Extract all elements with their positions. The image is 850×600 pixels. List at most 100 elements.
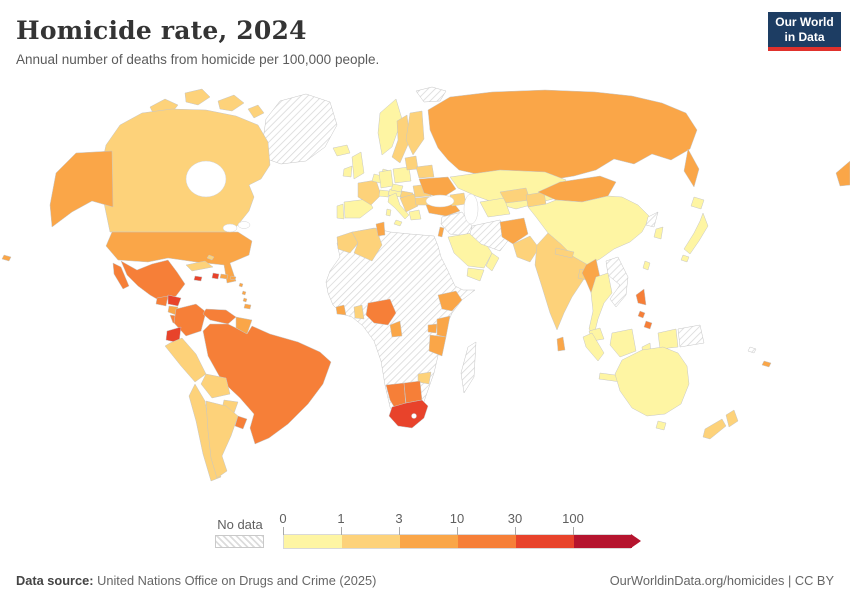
country-papua-new-guinea[interactable] <box>677 324 705 348</box>
country-balkans[interactable] <box>399 193 419 213</box>
country-ethiopia[interactable] <box>437 290 463 312</box>
country-russia-kamchatka[interactable] <box>683 148 700 188</box>
country-cuba[interactable] <box>185 260 214 272</box>
country-belarus[interactable] <box>415 164 435 179</box>
country-canada-arctic-4[interactable] <box>247 104 265 119</box>
country-australia[interactable] <box>614 346 690 417</box>
country-bahamas[interactable] <box>206 254 215 261</box>
country-portugal[interactable] <box>336 203 345 220</box>
country-india[interactable] <box>534 232 589 331</box>
legend-bin-0-1[interactable] <box>284 535 342 548</box>
country-italy[interactable] <box>385 192 410 227</box>
country-guatemala[interactable] <box>155 295 169 307</box>
legend-bin-100plus[interactable] <box>574 535 632 548</box>
legend-bin-10-30[interactable] <box>458 535 516 548</box>
country-bolivia[interactable] <box>200 373 231 399</box>
country-uruguay[interactable] <box>234 415 248 430</box>
attribution-link[interactable]: OurWorldinData.org/homicides | CC BY <box>609 573 834 588</box>
country-israel[interactable] <box>437 226 445 238</box>
country-yemen[interactable] <box>466 267 485 282</box>
country-puerto-rico[interactable] <box>229 275 237 281</box>
country-poland[interactable] <box>392 166 412 184</box>
country-madagascar[interactable] <box>460 341 477 394</box>
country-japan[interactable] <box>680 196 709 263</box>
country-fiji[interactable] <box>761 360 772 368</box>
country-kenya[interactable] <box>436 315 451 338</box>
country-botswana[interactable] <box>403 380 423 404</box>
legend-label-10: 10 <box>449 511 465 526</box>
country-russia[interactable] <box>427 89 698 185</box>
country-philippines[interactable] <box>635 288 653 330</box>
country-iran[interactable] <box>469 219 511 252</box>
country-svalbard[interactable] <box>415 86 447 103</box>
country-colombia[interactable] <box>173 303 207 337</box>
country-honduras[interactable] <box>167 294 182 307</box>
country-czechia[interactable] <box>390 183 404 193</box>
country-new-zealand-south[interactable] <box>702 418 727 440</box>
country-indonesia-papua[interactable] <box>657 328 679 350</box>
country-afghanistan[interactable] <box>499 217 529 245</box>
country-lesotho[interactable] <box>411 413 417 419</box>
country-cameroon[interactable] <box>389 320 403 338</box>
country-pakistan[interactable] <box>512 235 540 263</box>
country-haiti[interactable] <box>211 272 220 280</box>
country-vanuatu[interactable] <box>747 346 757 354</box>
country-greenland[interactable] <box>261 93 338 165</box>
country-new-zealand-north[interactable] <box>725 409 739 428</box>
country-alaska[interactable] <box>49 150 114 228</box>
country-finland[interactable] <box>405 110 425 156</box>
country-indonesia-sumatra[interactable] <box>582 332 605 362</box>
country-argentina[interactable] <box>205 400 239 479</box>
country-tunisia[interactable] <box>375 221 386 237</box>
country-south-korea[interactable] <box>653 226 664 240</box>
country-germany[interactable] <box>378 169 394 189</box>
country-jamaica[interactable] <box>193 275 203 282</box>
country-thailand[interactable] <box>588 272 613 336</box>
country-sweden[interactable] <box>391 114 411 164</box>
country-ireland[interactable] <box>342 165 353 178</box>
country-south-africa[interactable] <box>388 399 429 429</box>
country-nepal[interactable] <box>554 247 575 259</box>
legend-bin-1-3[interactable] <box>342 535 400 548</box>
country-turkmenistan[interactable] <box>479 197 511 218</box>
country-peru[interactable] <box>164 337 207 383</box>
country-lesser-antilles[interactable] <box>238 282 248 303</box>
country-tanzania[interactable] <box>428 334 447 357</box>
country-oman[interactable] <box>485 252 500 272</box>
country-ukraine[interactable] <box>418 176 457 199</box>
country-sierra-leone[interactable] <box>335 304 347 316</box>
country-iceland[interactable] <box>332 144 351 157</box>
country-usa[interactable] <box>105 231 253 284</box>
country-morocco[interactable] <box>336 231 359 254</box>
country-switzerland[interactable] <box>378 189 390 198</box>
country-nigeria[interactable] <box>365 298 397 326</box>
country-uganda[interactable] <box>427 323 438 334</box>
country-indonesia-borneo[interactable] <box>609 328 637 358</box>
country-ghana[interactable] <box>353 304 365 320</box>
country-dominican-republic[interactable] <box>219 273 229 280</box>
country-trinidad[interactable] <box>243 303 252 310</box>
country-venezuela[interactable] <box>202 308 237 325</box>
region-laos-vietnam[interactable] <box>605 256 629 308</box>
country-sri-lanka[interactable] <box>556 336 566 352</box>
country-uk[interactable] <box>351 151 365 180</box>
country-canada-arctic-2[interactable] <box>184 88 211 106</box>
country-zimbabwe[interactable] <box>417 371 432 385</box>
country-algeria[interactable] <box>351 227 383 262</box>
legend-bin-30-100[interactable] <box>516 535 574 548</box>
country-canada-arctic-3[interactable] <box>217 94 245 112</box>
country-north-korea[interactable] <box>645 211 659 228</box>
country-mexico-baja[interactable] <box>112 262 130 290</box>
legend-no-data-swatch[interactable] <box>215 535 264 548</box>
country-australia-tasmania[interactable] <box>655 420 667 431</box>
country-greece[interactable] <box>408 209 422 221</box>
country-norway[interactable] <box>377 98 403 156</box>
country-russia-chukotka[interactable] <box>835 160 850 187</box>
country-taiwan[interactable] <box>642 260 651 271</box>
country-brazil[interactable] <box>202 323 332 445</box>
country-canada[interactable] <box>98 108 271 234</box>
country-hawaii[interactable] <box>1 254 12 262</box>
country-mexico[interactable] <box>120 259 186 303</box>
owid-logo[interactable]: Our World in Data <box>768 12 841 51</box>
legend-bin-3-10[interactable] <box>400 535 458 548</box>
